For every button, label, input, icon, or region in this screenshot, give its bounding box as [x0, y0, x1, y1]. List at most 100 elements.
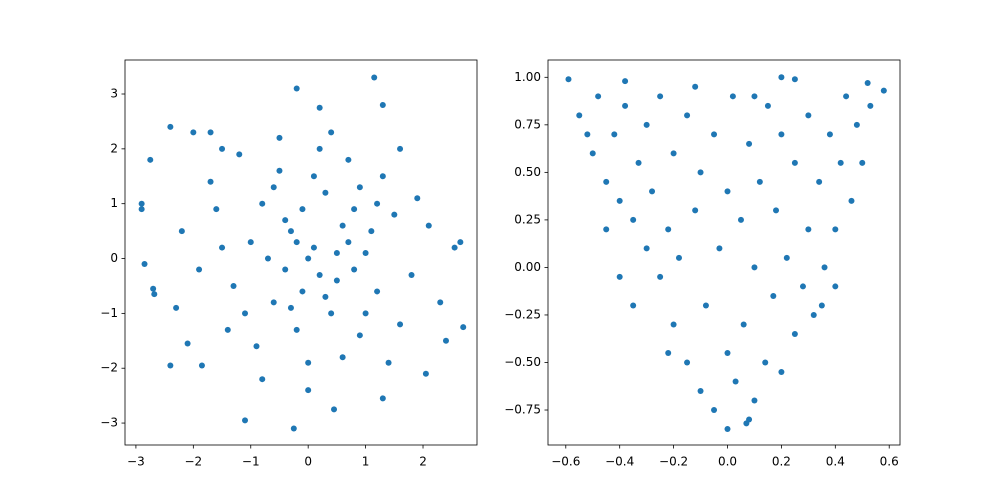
scatter-point: [716, 245, 723, 252]
scatter-point: [230, 282, 237, 289]
scatter-point: [622, 78, 629, 85]
scatter-point: [740, 321, 747, 328]
scatter-point: [184, 340, 191, 347]
scatter-point: [339, 354, 346, 361]
x-tick-label: −3: [127, 455, 145, 469]
scatter-point: [362, 250, 369, 257]
scatter-point: [880, 87, 887, 94]
x-tick-label: 1: [362, 455, 370, 469]
scatter-point: [331, 406, 338, 413]
scatter-point: [356, 184, 363, 191]
scatter-point: [356, 332, 363, 339]
scatter-point: [702, 302, 709, 309]
scatter-point: [778, 74, 785, 81]
y-tick-label: 1: [110, 196, 118, 210]
scatter-point: [287, 304, 294, 311]
scatter-point: [374, 288, 381, 295]
scatter-point: [379, 101, 386, 108]
scatter-point: [362, 310, 369, 317]
scatter-point: [460, 324, 467, 331]
scatter-point: [242, 417, 249, 424]
scatter-point: [351, 266, 358, 273]
scatter-point: [773, 207, 780, 214]
scatter-point: [290, 425, 297, 432]
scatter-point: [630, 302, 637, 309]
scatter-point: [724, 188, 731, 195]
scatter-point: [751, 93, 758, 100]
scatter-point: [138, 200, 145, 207]
scatter-point: [746, 416, 753, 423]
scatter-point: [821, 264, 828, 271]
y-tick-label: 0.75: [514, 117, 541, 131]
scatter-point: [328, 129, 335, 136]
y-tick-label: 1.00: [514, 70, 541, 84]
scatter-point: [603, 178, 610, 185]
scatter-point: [437, 299, 444, 306]
scatter-point: [724, 349, 731, 356]
scatter-point: [305, 255, 312, 262]
scatter-point: [826, 131, 833, 138]
scatter-point: [451, 244, 458, 251]
scatter-point: [584, 131, 591, 138]
y-tick-label: 0: [110, 251, 118, 265]
y-tick-label: 0.00: [514, 260, 541, 274]
scatter-point: [711, 131, 718, 138]
scatter-point: [414, 195, 421, 202]
scatter-point: [791, 159, 798, 166]
x-tick-label: −0.4: [605, 455, 634, 469]
scatter-point: [616, 197, 623, 204]
x-tick-label: 2: [419, 455, 427, 469]
scatter-point: [791, 330, 798, 337]
scatter-point: [589, 150, 596, 157]
scatter-point: [236, 151, 243, 158]
y-tick-label: −0.25: [504, 307, 541, 321]
scatter-point: [368, 228, 375, 235]
scatter-point: [751, 264, 758, 271]
scatter-point: [422, 370, 429, 377]
scatter-point: [457, 239, 464, 246]
y-tick-label: 0.50: [514, 165, 541, 179]
scatter-point: [670, 321, 677, 328]
scatter-point: [322, 189, 329, 196]
scatter-point: [287, 228, 294, 235]
scatter-point: [259, 376, 266, 383]
scatter-point: [213, 206, 220, 213]
scatter-point: [310, 173, 317, 180]
scatter-point: [425, 222, 432, 229]
scatter-point: [805, 112, 812, 119]
scatter-point: [697, 169, 704, 176]
scatter-point: [190, 129, 197, 136]
scatter-point: [345, 156, 352, 163]
scatter-point: [616, 273, 623, 280]
scatter-point: [442, 337, 449, 344]
x-tick-label: −0.2: [659, 455, 688, 469]
y-tick-label: 0.25: [514, 212, 541, 226]
scatter-point: [635, 159, 642, 166]
scatter-point: [595, 93, 602, 100]
x-tick-label: 0: [304, 455, 312, 469]
x-tick-label: −0.6: [551, 455, 580, 469]
scatter-point: [207, 129, 214, 136]
scatter-point: [746, 140, 753, 147]
scatter-point: [299, 288, 306, 295]
scatter-point: [778, 131, 785, 138]
scatter-point: [397, 321, 404, 328]
scatter-point: [805, 226, 812, 233]
scatter-point: [711, 407, 718, 414]
scatter-point: [859, 159, 866, 166]
scatter-point: [643, 245, 650, 252]
scatter-point: [853, 121, 860, 128]
scatter-point: [379, 173, 386, 180]
scatter-point: [385, 359, 392, 366]
scatter-point: [692, 83, 699, 90]
scatter-point: [253, 343, 260, 350]
scatter-point: [293, 326, 300, 333]
scatter-point: [818, 302, 825, 309]
scatter-point: [816, 178, 823, 185]
scatter-point: [729, 93, 736, 100]
scatter-point: [141, 261, 148, 268]
scatter-point: [684, 112, 691, 119]
scatter-point: [305, 359, 312, 366]
scatter-point: [675, 254, 682, 261]
scatter-point: [305, 387, 312, 394]
